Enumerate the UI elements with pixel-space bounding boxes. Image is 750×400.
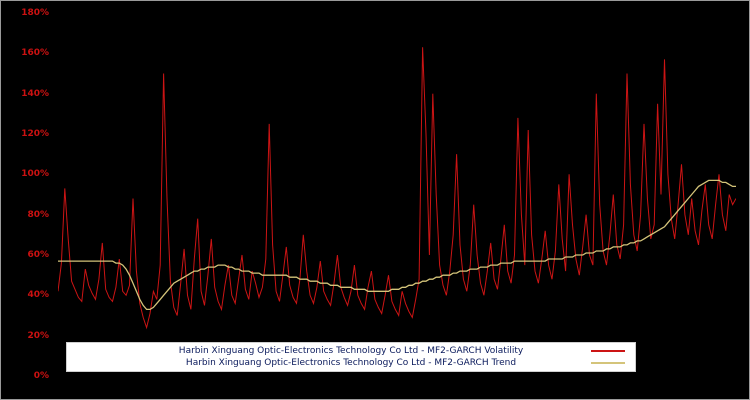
y-axis-tick-label: 40% (27, 290, 49, 301)
y-axis-tick-label: 100% (21, 169, 49, 180)
legend-item-volatility: Harbin Xinguang Optic-Electronics Techno… (71, 345, 631, 357)
chart-lines (58, 13, 736, 376)
legend-item-trend: Harbin Xinguang Optic-Electronics Techno… (71, 357, 631, 369)
y-axis-tick-label: 120% (21, 129, 49, 139)
legend-label-trend: Harbin Xinguang Optic-Electronics Techno… (185, 358, 517, 368)
legend-label-volatility: Harbin Xinguang Optic-Electronics Techno… (178, 346, 524, 356)
legend-line-sample-volatility (591, 350, 625, 352)
y-axis-tick-label: 180% (21, 8, 49, 18)
legend-line-sample-trend (591, 362, 625, 364)
trend-line (58, 180, 736, 309)
y-axis: 0% 20% 40% 60% 80% 100% 120% 140% 160% 180% (1, 8, 53, 381)
y-axis-tick-label: 20% (27, 330, 49, 341)
plot-area: Harbin Xinguang Optic-Electronics Techno… (58, 13, 736, 376)
y-axis-tick-label: 60% (27, 250, 49, 260)
y-axis-tick-label: 160% (21, 48, 49, 59)
y-axis-tick-label: 140% (21, 88, 49, 99)
y-axis-tick-label: 80% (27, 209, 49, 220)
y-axis-tick-label: 0% (33, 371, 49, 381)
volatility-line (58, 47, 736, 327)
legend: Harbin Xinguang Optic-Electronics Techno… (66, 342, 636, 372)
